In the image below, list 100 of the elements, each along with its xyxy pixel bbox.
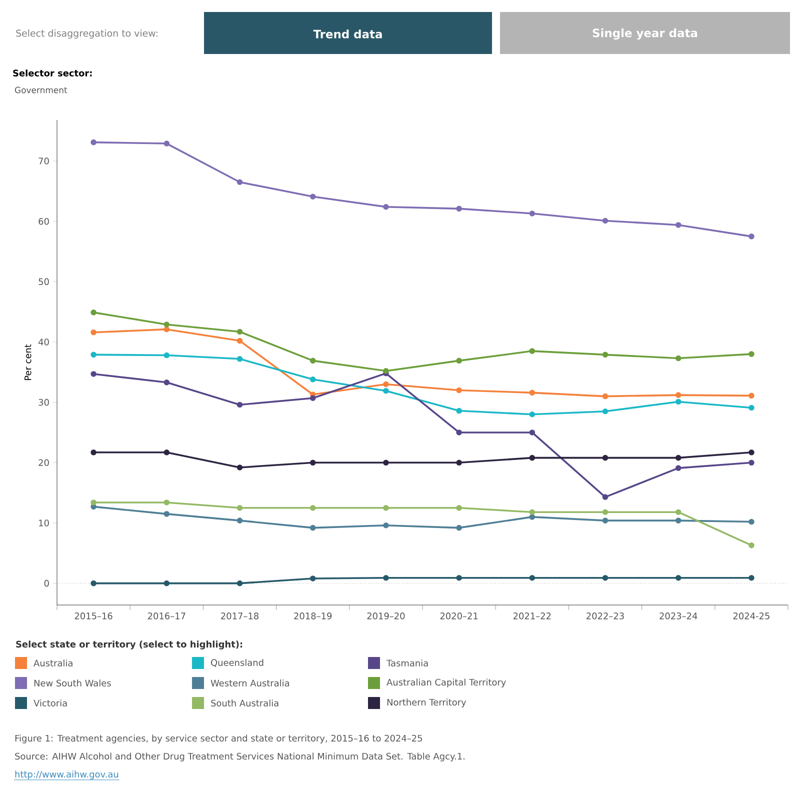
- point: [602, 393, 608, 400]
- point: [675, 465, 682, 471]
- point: [675, 454, 682, 461]
- point: [310, 460, 316, 466]
- point: [675, 392, 682, 398]
- point: [236, 504, 243, 511]
- y-tick-label: 20: [38, 459, 49, 466]
- point: [164, 511, 170, 517]
- x-tick-label: 2024-25: [733, 612, 770, 620]
- text: Select disaggregation to view:: [16, 29, 158, 39]
- legend-label: Tasmania: [386, 660, 428, 666]
- y-tick-label: 10: [39, 520, 49, 526]
- point: [529, 574, 536, 581]
- legend-label: South Australia: [211, 700, 278, 706]
- x-tick-label: 2023–24: [660, 612, 698, 620]
- point: [748, 392, 754, 399]
- text: Government: [14, 86, 68, 94]
- point: [164, 580, 170, 586]
- point: [602, 352, 608, 358]
- point: [90, 310, 96, 316]
- point: [748, 404, 754, 411]
- text: http://www.aihw.gov.au: [15, 770, 118, 780]
- point: [602, 574, 608, 581]
- y-tick-label: 40: [38, 338, 49, 346]
- x-tick-label: 2017–18: [221, 612, 258, 620]
- point: [310, 524, 316, 531]
- point: [164, 322, 170, 328]
- point: [675, 355, 682, 362]
- point: [383, 388, 389, 394]
- legend-label: Western Australia: [210, 680, 289, 686]
- point: [602, 408, 608, 414]
- y-axis-title: Per cent: [24, 344, 32, 380]
- point: [383, 460, 389, 466]
- legend-title: Select state or territory (select to highlight):: [16, 640, 242, 650]
- point: [456, 574, 462, 581]
- legend-label: Victoria: [34, 700, 67, 706]
- caption: Figure 1: Treatment agencies, by service sector and state or territory, 2015–16 to 2024–25: [15, 734, 422, 744]
- point: [90, 139, 96, 146]
- point: [456, 358, 462, 364]
- point: [529, 514, 536, 520]
- point: [236, 402, 243, 408]
- point: [456, 408, 462, 414]
- x-tick-label: 2022–23: [586, 612, 624, 620]
- point: [236, 356, 243, 362]
- text: Single year data: [592, 28, 698, 40]
- point: [310, 376, 316, 382]
- point: [383, 504, 389, 511]
- legend-label: Australia: [34, 660, 72, 666]
- point: [529, 430, 536, 436]
- point: [164, 352, 170, 358]
- x-tick-label: 2019–20: [367, 612, 405, 620]
- source-note: Source: AIHW Alcohol and Other Drug Treatment Services National Minimum Data Set. Table Agcy.1.: [15, 752, 464, 762]
- point: [748, 542, 754, 548]
- y-tick-label: 50: [38, 278, 49, 286]
- point: [529, 454, 536, 461]
- point: [383, 381, 389, 388]
- y-tick-label: 0: [44, 580, 49, 587]
- x-tick-label: 2020–21: [440, 612, 478, 620]
- legend-label: Queensland: [211, 659, 264, 667]
- point: [90, 449, 96, 456]
- x-tick-label: 2016–17: [148, 612, 186, 620]
- point: [90, 371, 96, 377]
- text: Selector sector:: [13, 70, 92, 76]
- point: [529, 390, 536, 396]
- y-tick-label: 70: [38, 158, 49, 164]
- point: [602, 518, 608, 524]
- point: [90, 329, 96, 336]
- point: [236, 580, 243, 586]
- legend-label: Australian Capital Territory: [386, 678, 506, 688]
- x-tick-label: 2015–16: [74, 612, 112, 620]
- point: [164, 140, 170, 146]
- legend-label: New South Wales: [34, 680, 111, 686]
- point: [675, 509, 682, 516]
- point: [90, 580, 96, 586]
- point: [602, 218, 608, 224]
- point: [529, 210, 536, 216]
- point: [90, 352, 96, 358]
- point: [748, 234, 754, 240]
- point: [456, 504, 462, 511]
- point: [748, 574, 754, 581]
- point: [164, 380, 170, 386]
- legend-label: Northern Territory: [387, 698, 466, 708]
- point: [236, 328, 243, 335]
- point: [675, 398, 682, 405]
- point: [164, 449, 170, 456]
- point: [529, 509, 536, 516]
- text: Trend data: [313, 30, 382, 38]
- point: [748, 460, 754, 466]
- x-tick-label: 2018–19: [294, 612, 332, 620]
- point: [236, 338, 243, 344]
- point: [675, 574, 682, 581]
- point: [310, 395, 316, 401]
- point: [310, 504, 316, 511]
- point: [164, 326, 170, 332]
- x-tick-label: 2021–22: [513, 612, 551, 620]
- point: [529, 411, 536, 418]
- point: [90, 500, 96, 506]
- point: [529, 348, 536, 354]
- point: [310, 358, 316, 364]
- point: [748, 518, 754, 525]
